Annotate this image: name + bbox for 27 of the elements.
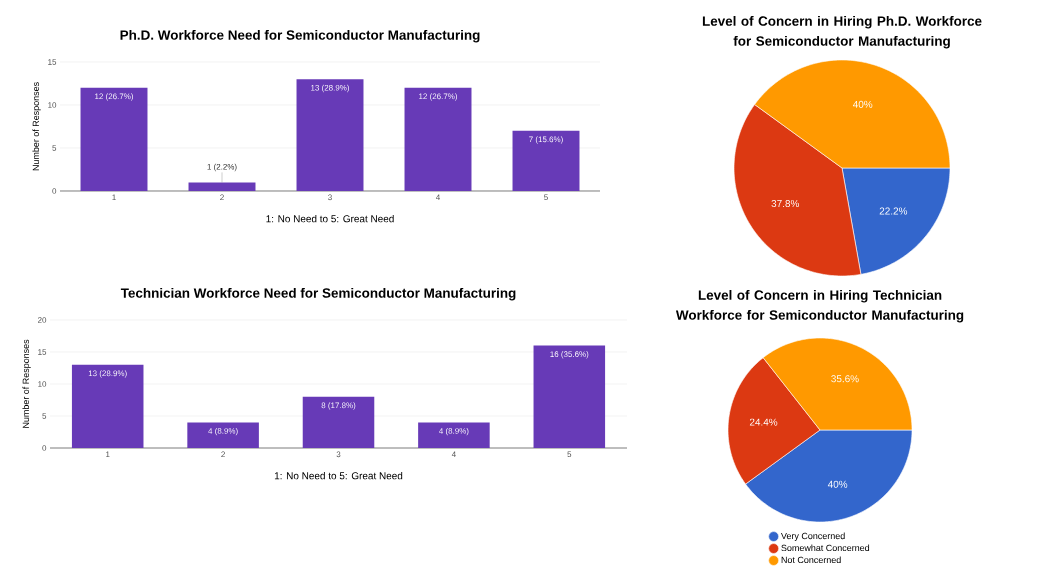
legend-label: Very Concerned — [781, 532, 845, 541]
bar — [188, 182, 256, 191]
bar — [404, 87, 472, 191]
y-axis-title: Number of Responses — [32, 82, 41, 171]
bar — [533, 345, 606, 448]
data-label: 40% — [827, 480, 848, 488]
bar — [296, 79, 364, 191]
bar — [71, 364, 144, 448]
data-label: 37.8% — [771, 199, 800, 208]
x-axis-title: 1: No Need to 5: Great Need — [266, 215, 394, 223]
chart-title: Ph.D. Workforce Need for Semiconductor Manufacturing — [120, 29, 480, 43]
bar — [512, 130, 580, 191]
bar — [187, 422, 259, 448]
bar — [418, 422, 490, 448]
chart-title: Level of Concern in Hiring Technician Workforce for Semiconductor Manufacturing — [675, 289, 964, 323]
data-label: 24.4% — [749, 418, 778, 426]
legend-label: Somewhat Concerned — [781, 544, 870, 552]
chart-title: Technician Workforce Need for Semiconductor Manufacturing — [120, 287, 516, 301]
data-label: 22.2% — [879, 207, 908, 215]
bar — [302, 396, 375, 448]
data-label: 40% — [852, 100, 873, 108]
data-label: 35.6% — [831, 375, 859, 383]
x-axis-title: 1: No Need to 5: Great Need — [274, 472, 403, 480]
bar — [80, 87, 148, 191]
chart-title: Level of Concern in Hiring Ph.D. Workforce for Semiconductor Manufacturing — [702, 15, 982, 49]
legend-label: Not Concerned — [781, 556, 841, 564]
y-axis-title: Number of Responses — [22, 339, 31, 428]
